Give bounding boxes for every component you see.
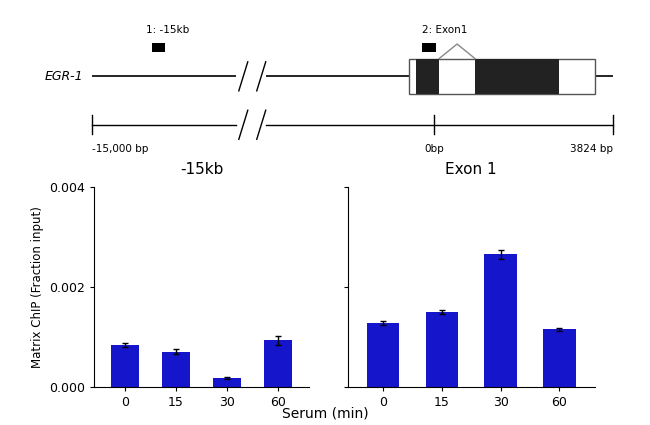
Bar [162,352,190,387]
Text: 1: -15kb: 1: -15kb [146,25,188,35]
Bar [484,255,517,387]
Text: 2: Exon1: 2: Exon1 [422,25,468,35]
Text: 3824 bp: 3824 bp [569,144,612,154]
Bar [410,59,595,94]
Bar [213,378,241,387]
Text: -15,000 bp: -15,000 bp [92,144,149,154]
Text: Exon 1: Exon 1 [445,162,497,177]
Text: Serum (min): Serum (min) [281,407,369,421]
Text: 0bp: 0bp [424,144,444,154]
Bar [422,43,436,52]
Bar [426,312,458,387]
Bar [475,59,559,94]
Bar [111,345,139,387]
Bar [367,323,399,387]
Bar [151,43,164,52]
Text: -15kb: -15kb [180,162,223,177]
Y-axis label: Matrix ChIP (Fraction input): Matrix ChIP (Fraction input) [31,206,44,368]
Bar [543,329,576,387]
Bar [264,340,292,387]
Text: EGR-1: EGR-1 [44,70,83,83]
Bar [417,59,439,94]
